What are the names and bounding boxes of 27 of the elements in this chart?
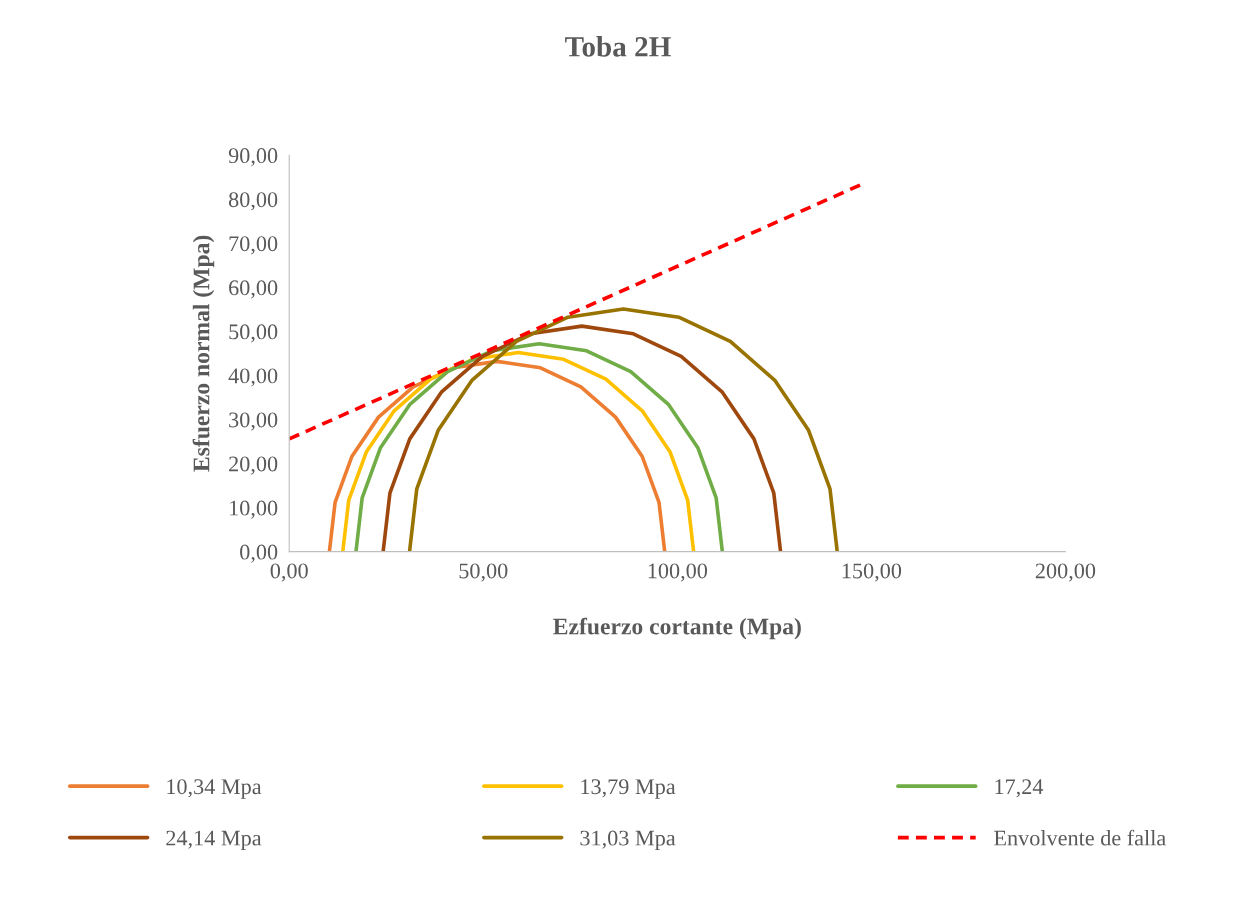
y-axis-title: Esfuerzo normal (Mpa) (192, 235, 215, 472)
chart-title: Toba 2H (565, 36, 671, 57)
y-tick-label: 80,00 (228, 192, 278, 211)
y-tick-label: 20,00 (229, 456, 278, 475)
line-series (407, 307, 840, 552)
legend-label: 31,03 Mpa (580, 830, 676, 851)
y-tick-label: 60,00 (229, 280, 278, 299)
x-tick-label: 150,00 (842, 563, 902, 582)
line-series (327, 359, 667, 552)
y-tick-label: 0,00 (240, 544, 278, 563)
x-tick-label: 50,00 (459, 563, 508, 582)
x-axis-title: Ezfuerzo cortante (Mpa) (553, 617, 801, 640)
legend-label: 24,14 Mpa (166, 830, 262, 851)
x-tick-label: 0,00 (270, 563, 308, 582)
y-tick-label: 90,00 (228, 148, 278, 167)
y-tick-label: 30,00 (229, 412, 278, 431)
y-tick-label: 70,00 (229, 236, 278, 255)
x-tick-label: 200,00 (1035, 563, 1096, 582)
line-series (381, 324, 783, 552)
y-tick-label: 40,00 (228, 368, 278, 387)
y-tick-label: 50,00 (229, 324, 278, 343)
legend-label: 13,79 Mpa (581, 779, 676, 799)
legend-label: 17,24 (995, 779, 1044, 798)
y-tick-label: 10,00 (230, 500, 278, 519)
legend-label: Envolvente de falla (994, 829, 1166, 846)
x-tick-label: 100,00 (648, 563, 708, 582)
legend-label: 10,34 Mpa (167, 779, 262, 799)
